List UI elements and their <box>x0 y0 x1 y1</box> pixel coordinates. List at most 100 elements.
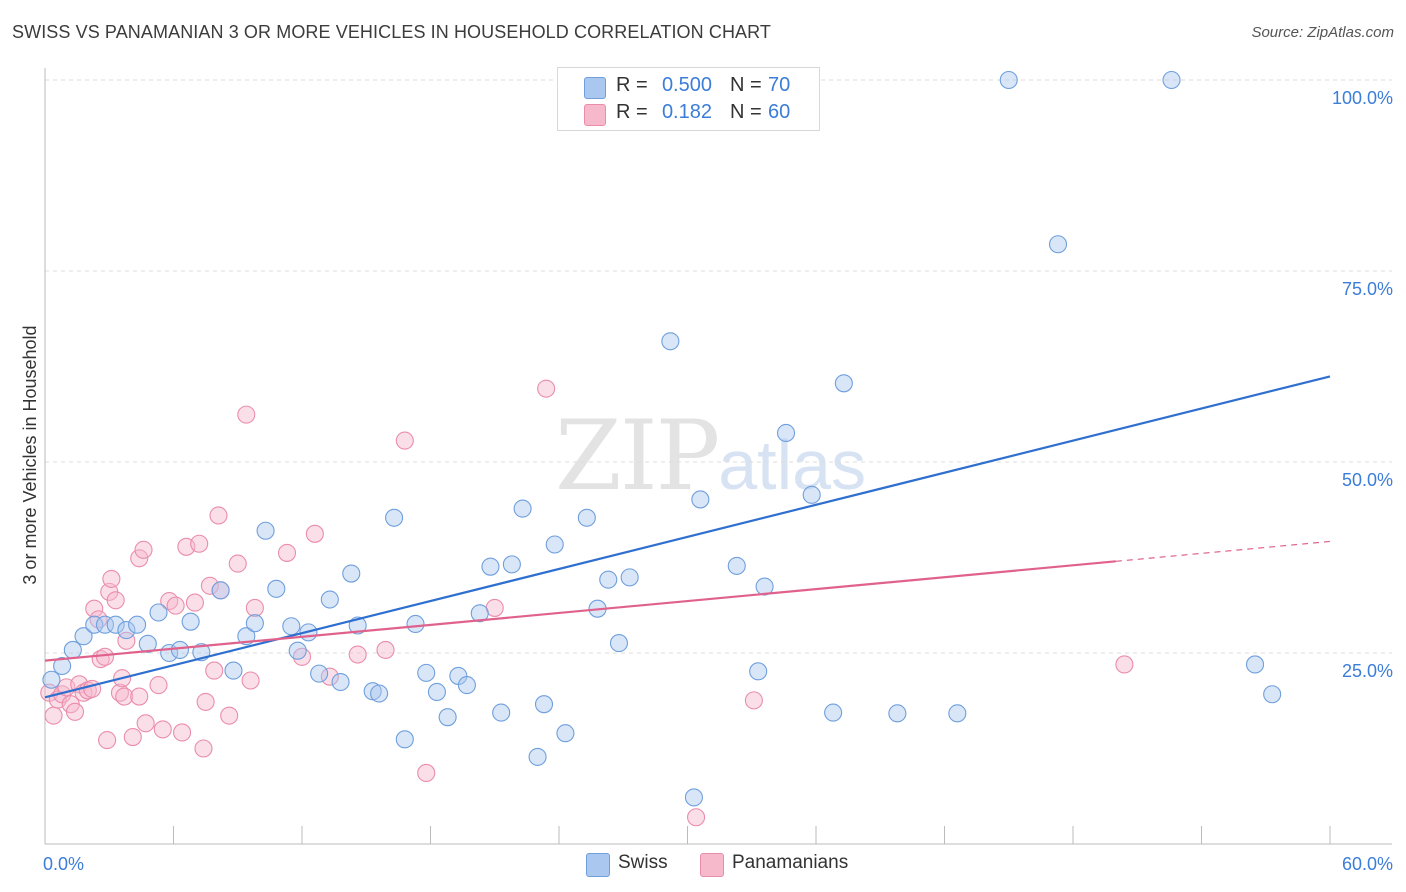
legend-row-swiss: R = 0.500 N = 70 <box>558 74 818 100</box>
data-point-swiss <box>948 704 967 723</box>
trendline-swiss <box>44 375 1331 699</box>
data-point-panamanians <box>237 405 256 424</box>
data-point-swiss <box>106 615 125 634</box>
watermark-zip: ZIP <box>555 400 720 512</box>
data-point-panamanians <box>209 506 228 525</box>
data-point-swiss <box>999 70 1018 90</box>
data-point-panamanians <box>117 631 136 650</box>
data-point-swiss <box>1048 235 1068 254</box>
chart-title: SWISS VS PANAMANIAN 3 OR MORE VEHICLES I… <box>12 22 772 42</box>
data-point-panamanians <box>185 593 204 612</box>
data-point-swiss <box>406 614 425 634</box>
data-point-panamanians <box>65 702 85 721</box>
data-point-swiss <box>749 662 768 681</box>
data-point-panamanians <box>241 671 260 690</box>
data-point-swiss <box>691 490 710 509</box>
data-point-panamanians <box>85 599 104 618</box>
data-point-panamanians <box>200 576 219 595</box>
data-point-swiss <box>824 703 843 722</box>
data-point-swiss <box>181 612 200 631</box>
data-point-panamanians <box>1115 655 1134 674</box>
data-point-swiss <box>370 684 389 703</box>
data-point-panamanians <box>136 714 155 733</box>
data-point-swiss <box>599 570 618 589</box>
data-point-panamanians <box>205 661 224 680</box>
data-point-swiss <box>63 640 82 659</box>
data-point-swiss <box>417 663 436 682</box>
data-point-panamanians <box>115 687 134 706</box>
data-point-panamanians <box>153 720 172 739</box>
data-point-swiss <box>727 556 746 575</box>
data-point-swiss <box>288 641 307 660</box>
data-point-swiss <box>149 603 168 622</box>
legend-n-label: N = <box>730 101 762 123</box>
data-point-panamanians <box>228 554 247 573</box>
data-point-swiss <box>534 695 554 714</box>
data-point-swiss <box>237 627 256 646</box>
data-point-swiss <box>470 604 489 623</box>
bottom-legend-label-swiss: Swiss <box>618 852 668 873</box>
data-point-swiss <box>802 485 821 504</box>
data-point-panamanians <box>376 640 395 659</box>
data-point-panamanians <box>130 687 149 706</box>
data-point-panamanians <box>44 706 63 725</box>
data-point-panamanians <box>166 596 185 615</box>
data-point-swiss <box>117 621 136 640</box>
data-point-panamanians <box>173 723 192 742</box>
legend-n-label: N = <box>730 74 762 96</box>
data-point-swiss <box>438 708 457 727</box>
data-point-swiss <box>1245 655 1265 674</box>
data-point-swiss <box>661 332 680 351</box>
legend-row-panamanians: R = 0.182 N = 60 <box>558 101 818 127</box>
data-point-panamanians <box>395 431 414 450</box>
data-point-swiss <box>342 564 361 583</box>
data-point-panamanians <box>149 676 168 695</box>
data-point-swiss <box>53 656 72 676</box>
trendline-panamanians <box>44 560 1116 662</box>
data-point-swiss <box>245 614 264 633</box>
data-point-swiss <box>577 508 596 527</box>
data-point-swiss <box>427 682 446 702</box>
data-point-panamanians <box>744 691 763 710</box>
legend-n-value: 60 <box>768 101 791 123</box>
data-point-swiss <box>481 557 500 576</box>
data-point-panamanians <box>245 598 264 617</box>
legend-swatch-swiss <box>584 77 606 99</box>
data-point-panamanians <box>130 549 149 568</box>
data-point-panamanians <box>220 706 239 725</box>
y-tick-label: 50.0% <box>1342 470 1393 490</box>
data-point-swiss <box>834 374 853 393</box>
data-point-swiss <box>385 508 404 527</box>
data-point-panamanians <box>348 645 367 664</box>
x-tick-label: 60.0% <box>1342 854 1393 874</box>
bottom-legend-label-panamanians: Panamanians <box>732 852 849 873</box>
data-point-panamanians <box>485 598 504 617</box>
legend-r-label: R = <box>616 74 648 96</box>
data-point-swiss <box>224 661 243 680</box>
data-point-swiss <box>395 730 414 749</box>
data-point-swiss <box>513 499 532 518</box>
data-point-swiss <box>620 568 639 587</box>
x-tick-label: 0.0% <box>43 854 84 874</box>
data-point-swiss <box>492 703 511 722</box>
data-point-panamanians <box>160 591 179 611</box>
data-point-swiss <box>528 747 547 766</box>
data-point-panamanians <box>102 569 121 588</box>
data-point-panamanians <box>417 763 436 782</box>
data-point-swiss <box>170 640 189 659</box>
data-point-swiss <box>1263 685 1282 704</box>
data-point-panamanians <box>106 591 125 610</box>
correlation-legend: R = 0.500 N = 70 R = 0.182 N = 60 <box>557 67 820 131</box>
y-axis-label: 3 or more Vehicles in Household <box>20 325 40 584</box>
data-point-swiss <box>755 577 774 596</box>
data-point-panamanians <box>320 667 339 686</box>
data-point-panamanians <box>95 647 115 666</box>
data-point-panamanians <box>277 543 297 562</box>
legend-r-value: 0.500 <box>661 74 712 96</box>
y-tick-label: 100.0% <box>1332 88 1393 108</box>
data-point-panamanians <box>190 534 209 553</box>
legend-n-value: 70 <box>768 74 791 96</box>
data-point-swiss <box>42 670 61 689</box>
data-point-swiss <box>256 521 275 540</box>
data-point-panamanians <box>537 379 556 398</box>
